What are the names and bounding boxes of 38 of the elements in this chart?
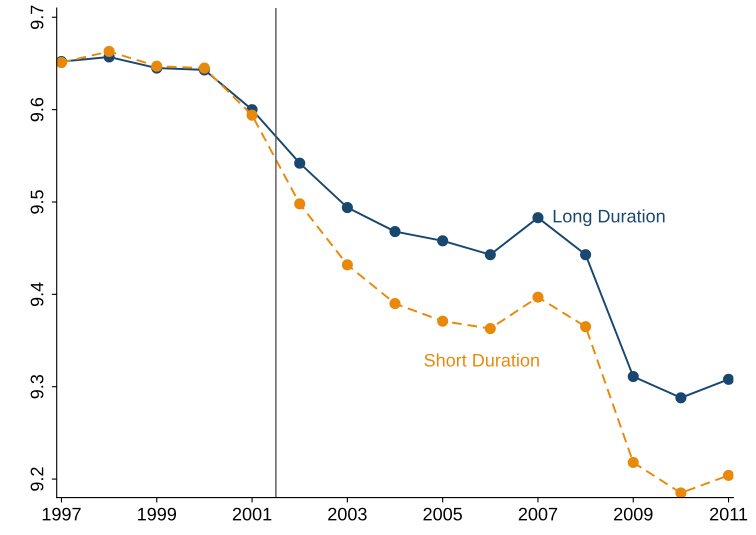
point bbox=[532, 212, 544, 224]
point bbox=[389, 226, 401, 238]
point bbox=[342, 202, 353, 214]
x-tick-label: 1999 bbox=[138, 508, 176, 521]
point bbox=[628, 371, 639, 382]
x-tick-label: 2011 bbox=[710, 508, 748, 521]
series-label: Long Duration bbox=[554, 209, 665, 226]
y-tick-label: 9.7 bbox=[30, 6, 44, 29]
point bbox=[389, 298, 401, 310]
point bbox=[723, 470, 734, 481]
point bbox=[437, 316, 448, 327]
y-tick-label: 9.4 bbox=[30, 282, 44, 306]
point bbox=[580, 321, 592, 332]
x-tick-label: 2009 bbox=[614, 508, 652, 521]
y-tick-label: 9.2 bbox=[30, 467, 44, 491]
y-tick-label: 9.3 bbox=[30, 374, 44, 398]
point bbox=[484, 322, 496, 334]
point bbox=[723, 374, 734, 385]
point bbox=[532, 292, 544, 303]
point bbox=[342, 259, 353, 270]
y-tick-label: 9.5 bbox=[30, 190, 44, 214]
point bbox=[294, 158, 306, 169]
point bbox=[104, 46, 115, 57]
point bbox=[580, 249, 592, 260]
y-tick-label: 9.6 bbox=[30, 98, 44, 122]
point bbox=[484, 249, 496, 260]
x-tick-label: 1997 bbox=[42, 508, 81, 521]
x-tick-label: 2007 bbox=[518, 508, 558, 521]
x-tick-label: 2003 bbox=[328, 508, 367, 521]
point bbox=[628, 456, 639, 468]
point bbox=[437, 235, 448, 246]
x-tick-label: 2005 bbox=[423, 508, 462, 521]
point bbox=[246, 110, 258, 121]
point bbox=[675, 392, 686, 404]
series-label: Short Duration bbox=[424, 353, 539, 367]
point bbox=[675, 487, 686, 498]
point bbox=[294, 198, 306, 210]
x-tick-label: 2001 bbox=[232, 508, 272, 521]
